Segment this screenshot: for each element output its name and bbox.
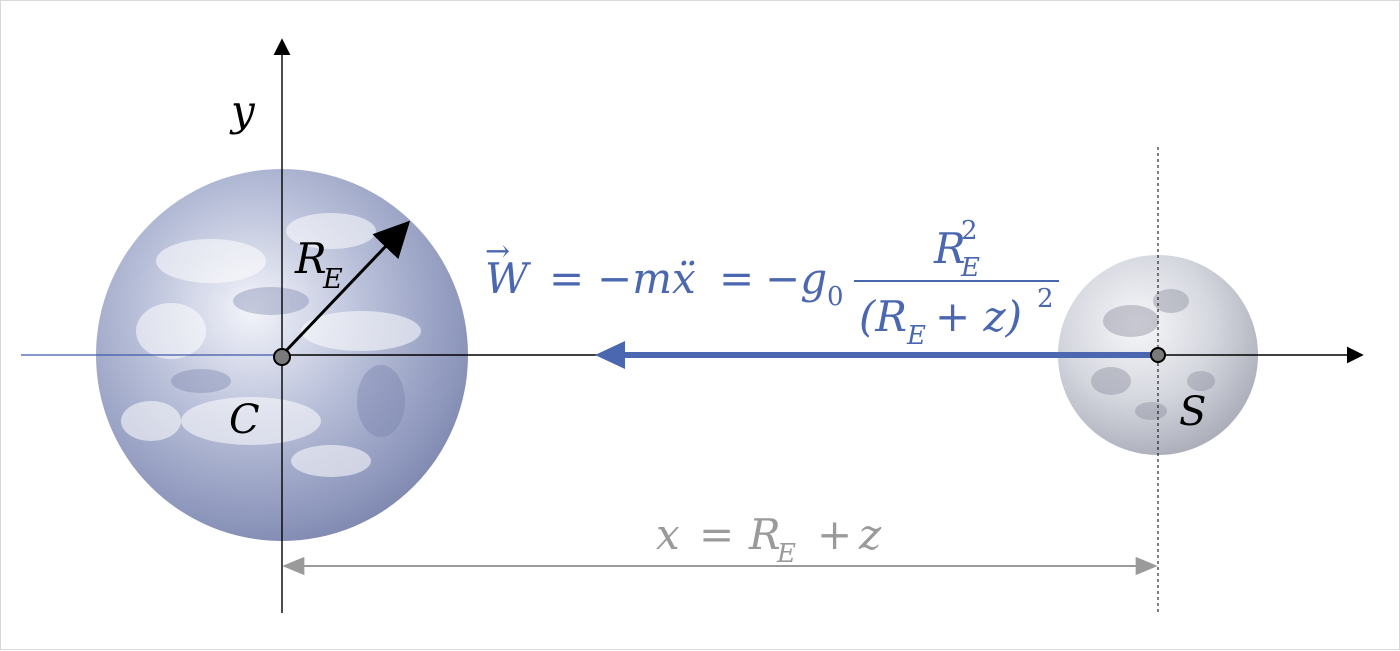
fraction-numerator-r: R: [933, 224, 966, 273]
earth-center-point: [273, 348, 291, 366]
fraction-numerator-sub: E: [960, 253, 980, 283]
weight-force-arrow: [595, 341, 1158, 369]
force-vector-arrow-mark: →: [485, 234, 510, 269]
distance-lhs: x: [656, 510, 680, 559]
radius-arrow: [280, 220, 411, 357]
y-axis-label: y: [229, 86, 256, 135]
radius-label-sub: E: [322, 264, 343, 295]
center-label: C: [229, 397, 260, 443]
force-gravity-sub: 0: [827, 282, 844, 312]
distance-equals: =: [699, 510, 734, 559]
fraction-numerator-sup: 2: [961, 216, 978, 246]
distance-r-sub: E: [776, 539, 796, 569]
force-equals-2: =: [719, 254, 754, 303]
force-vector-symbol: W: [485, 254, 532, 303]
distance-label: x = R E + z: [656, 510, 882, 569]
force-mass-accel: −mẍ: [597, 254, 696, 303]
radius-label-main: R: [294, 234, 327, 283]
satellite-point: [1150, 347, 1166, 363]
distance-plus: +: [817, 510, 852, 559]
radius-label: R E: [294, 234, 343, 295]
distance-r: R: [748, 510, 781, 559]
fraction-denominator-sup: 2: [1037, 284, 1054, 314]
fraction-denominator-sub: E: [906, 321, 926, 351]
force-equals-1: =: [549, 254, 584, 303]
fraction-denominator-open: (R: [859, 292, 907, 341]
satellite-label: S: [1179, 389, 1206, 435]
force-gravity: −g: [765, 254, 827, 303]
distance-z: z: [858, 510, 882, 559]
weight-force-equation: → W = −mẍ = −g 0 R E 2 (R E + z) 2: [485, 216, 1059, 351]
fraction-denominator-rest: + z): [935, 292, 1022, 341]
